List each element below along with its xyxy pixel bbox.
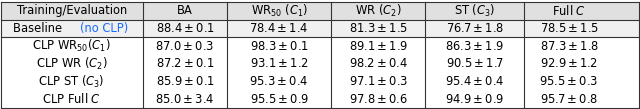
- Text: $87.3 \pm 1.8$: $87.3 \pm 1.8$: [540, 40, 598, 53]
- Text: $85.9 \pm 0.1$: $85.9 \pm 0.1$: [156, 75, 214, 88]
- Text: WR ($C_2$): WR ($C_2$): [355, 3, 401, 19]
- Text: CLP WR$_{50}$($C_1$): CLP WR$_{50}$($C_1$): [33, 38, 111, 54]
- Text: $92.9 \pm 1.2$: $92.9 \pm 1.2$: [540, 57, 598, 70]
- Text: $89.1 \pm 1.9$: $89.1 \pm 1.9$: [349, 40, 408, 53]
- Text: $95.4 \pm 0.4$: $95.4 \pm 0.4$: [445, 75, 504, 88]
- Text: $90.5 \pm 1.7$: $90.5 \pm 1.7$: [446, 57, 504, 70]
- Text: CLP ST ($C_3$): CLP ST ($C_3$): [38, 74, 105, 90]
- Text: ST ($C_3$): ST ($C_3$): [454, 3, 495, 19]
- Text: $87.2 \pm 0.1$: $87.2 \pm 0.1$: [156, 57, 214, 70]
- Text: $78.5 \pm 1.5$: $78.5 \pm 1.5$: [540, 22, 598, 35]
- FancyBboxPatch shape: [1, 2, 639, 20]
- Text: CLP Full $C$: CLP Full $C$: [42, 92, 101, 106]
- Text: Full $C$: Full $C$: [552, 4, 586, 18]
- Text: $93.1 \pm 1.2$: $93.1 \pm 1.2$: [250, 57, 308, 70]
- FancyBboxPatch shape: [1, 20, 639, 37]
- Text: CLP WR ($C_2$): CLP WR ($C_2$): [36, 56, 108, 72]
- Text: $85.0 \pm 3.4$: $85.0 \pm 3.4$: [156, 93, 214, 106]
- Text: $86.3 \pm 1.9$: $86.3 \pm 1.9$: [445, 40, 504, 53]
- Text: $87.0 \pm 0.3$: $87.0 \pm 0.3$: [156, 40, 214, 53]
- Text: $98.2 \pm 0.4$: $98.2 \pm 0.4$: [349, 57, 408, 70]
- Text: $95.5 \pm 0.3$: $95.5 \pm 0.3$: [540, 75, 598, 88]
- Text: $76.7 \pm 1.8$: $76.7 \pm 1.8$: [446, 22, 504, 35]
- Text: $81.3 \pm 1.5$: $81.3 \pm 1.5$: [349, 22, 408, 35]
- Text: BA: BA: [177, 4, 193, 17]
- Text: Baseline: Baseline: [13, 22, 65, 35]
- Text: WR$_{50}$ ($C_1$): WR$_{50}$ ($C_1$): [251, 3, 308, 19]
- Text: $95.7 \pm 0.8$: $95.7 \pm 0.8$: [540, 93, 598, 106]
- Text: $95.3 \pm 0.4$: $95.3 \pm 0.4$: [250, 75, 309, 88]
- Text: (no CLP): (no CLP): [80, 22, 129, 35]
- Text: Training/Evaluation: Training/Evaluation: [17, 4, 127, 17]
- Text: $95.5 \pm 0.9$: $95.5 \pm 0.9$: [250, 93, 308, 106]
- Text: $97.8 \pm 0.6$: $97.8 \pm 0.6$: [349, 93, 408, 106]
- Text: $98.3 \pm 0.1$: $98.3 \pm 0.1$: [250, 40, 308, 53]
- Text: $78.4 \pm 1.4$: $78.4 \pm 1.4$: [250, 22, 309, 35]
- Text: $88.4 \pm 0.1$: $88.4 \pm 0.1$: [156, 22, 214, 35]
- Text: $97.1 \pm 0.3$: $97.1 \pm 0.3$: [349, 75, 408, 88]
- Text: $94.9 \pm 0.9$: $94.9 \pm 0.9$: [445, 93, 504, 106]
